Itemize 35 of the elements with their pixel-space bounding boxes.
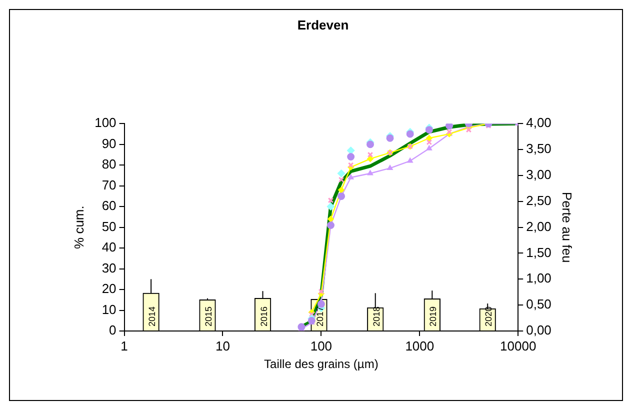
chart-title: Erdeven xyxy=(297,17,349,32)
y-tick-label: 50 xyxy=(102,218,116,234)
y-tick-label: 100 xyxy=(94,115,116,130)
y2-axis-title: Perte au feu xyxy=(560,192,575,263)
y-tick-label: 80 xyxy=(102,156,116,172)
y2-tick-label: 1,00 xyxy=(526,270,552,286)
y-tick-label: 20 xyxy=(102,281,116,296)
x-tick-label: 10 xyxy=(216,338,230,354)
y2-tick-label: 1,50 xyxy=(526,244,552,260)
x-axis-title: Taille des grains (µm) xyxy=(264,357,378,372)
y-tick-label: 70 xyxy=(102,177,116,192)
x-tick-label: 1000 xyxy=(405,338,434,354)
y-tick-label: 60 xyxy=(102,198,116,214)
annotation: 2020 xyxy=(484,306,494,326)
y2-tick-label: 0,00 xyxy=(526,322,552,338)
y2-tick-label: 4,00 xyxy=(526,115,552,130)
x-tick-label: 100 xyxy=(310,338,332,354)
y-tick-label: 90 xyxy=(102,136,116,151)
annotation: 2015 xyxy=(203,306,214,326)
annotation: 2016 xyxy=(258,306,269,326)
y2-tick-label: 2,00 xyxy=(526,218,552,234)
y-tick-label: 30 xyxy=(102,260,116,276)
y2-tick-label: 0,50 xyxy=(526,296,552,312)
y-tick-label: 40 xyxy=(102,240,116,255)
y2-tick-label: 2,50 xyxy=(526,192,552,208)
y-tick-label: 0 xyxy=(109,322,116,338)
x-tick-label: 10000 xyxy=(500,338,536,354)
y-tick-label: 10 xyxy=(102,302,116,317)
annotation: 2014 xyxy=(147,306,158,326)
y-axis-title: % cum. xyxy=(71,206,86,249)
annotation: 2017 xyxy=(315,306,325,326)
x-tick-label: 1 xyxy=(120,338,128,354)
y2-tick-label: 3,50 xyxy=(526,141,552,156)
y2-tick-label: 3,00 xyxy=(526,167,552,182)
annotation: 2019 xyxy=(428,306,438,326)
